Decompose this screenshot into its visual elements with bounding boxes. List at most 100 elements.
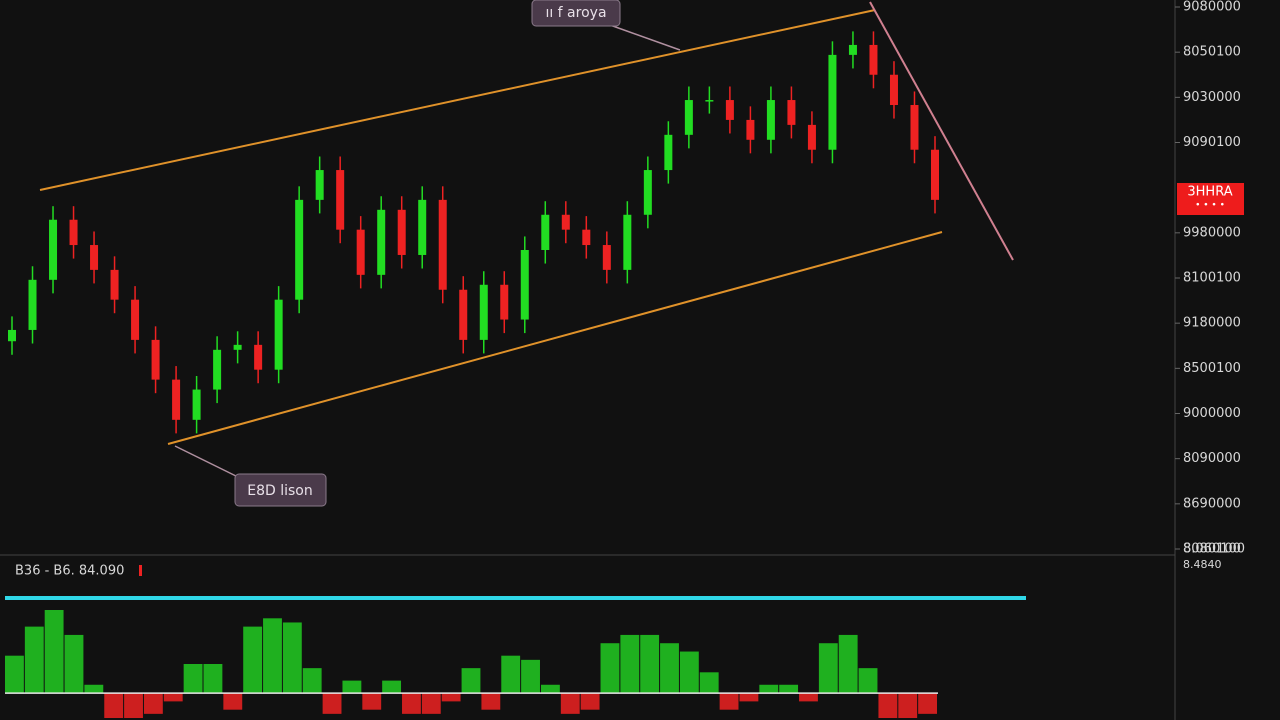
histogram-bar	[521, 659, 540, 694]
price-tag-sub: • • • •	[1195, 201, 1225, 211]
histogram-bar	[421, 693, 441, 714]
candle-body	[438, 199, 447, 290]
candle-body	[664, 134, 673, 171]
histogram-bar	[719, 693, 739, 710]
candle-body	[274, 299, 283, 370]
candle-body	[746, 119, 755, 140]
histogram-bar	[461, 668, 481, 694]
annotation-box	[531, 0, 621, 27]
channel-top	[39, 9, 876, 191]
histogram-bar	[580, 693, 600, 710]
histogram-bar	[660, 643, 679, 694]
panel-axis-label: 8.060100	[1183, 542, 1245, 557]
candle-body	[500, 284, 509, 320]
y-tick-label: 9090100	[1183, 135, 1241, 150]
candle-body	[254, 344, 263, 370]
histogram-bar	[163, 693, 183, 702]
y-tick-label: 8500100	[1183, 361, 1241, 376]
candle-body	[28, 279, 37, 330]
histogram-bar	[759, 684, 779, 694]
candle-body	[336, 170, 345, 230]
histogram-bar	[878, 693, 898, 718]
histogram-bar	[560, 693, 580, 714]
candle-body	[848, 44, 857, 55]
candle-body	[213, 349, 222, 390]
y-tick-label: 8100100	[1183, 271, 1241, 286]
histogram-bar	[64, 634, 84, 694]
annotation-box	[234, 473, 327, 507]
histogram-bar	[243, 626, 263, 694]
candle-body	[889, 74, 898, 106]
histogram-bar	[5, 655, 24, 694]
y-tick-label: 9980000	[1183, 225, 1241, 240]
histogram-bar	[84, 684, 104, 694]
histogram-bar	[699, 672, 719, 694]
histogram-bar	[620, 634, 640, 694]
histogram-bar	[838, 634, 858, 694]
histogram-bar	[143, 693, 163, 714]
candle-body	[623, 214, 632, 270]
candle-body	[233, 344, 242, 350]
candle-body	[49, 219, 58, 280]
candle-body	[828, 54, 837, 150]
indicator-title: B36 - B6. 84.090	[15, 564, 124, 579]
candle-body	[315, 170, 324, 200]
channel-bottom	[167, 231, 943, 445]
candle-body	[541, 214, 550, 250]
histogram-bar	[481, 693, 501, 710]
trend-line	[869, 1, 1014, 261]
histogram-bar	[540, 684, 560, 694]
candle-body	[110, 269, 119, 300]
histogram-bar	[818, 643, 838, 694]
y-tick-label: 8050100	[1183, 45, 1241, 60]
leader-line	[174, 445, 241, 479]
histogram-bar	[263, 618, 282, 694]
y-tick-label: 8080100	[1183, 542, 1241, 557]
candle-body	[479, 284, 488, 340]
histogram-bar	[223, 693, 243, 710]
histogram-bar	[24, 626, 44, 694]
candle-body	[295, 199, 304, 300]
annotation: ıı f aroya	[545, 5, 606, 21]
histogram-bar	[203, 664, 223, 694]
histogram-bar	[402, 693, 421, 714]
candle-body	[561, 214, 570, 230]
candle-body	[90, 245, 99, 270]
histogram-bar	[322, 693, 342, 714]
candle-body	[459, 289, 468, 340]
leader-line	[609, 24, 681, 51]
candle-body	[151, 339, 160, 380]
candle-body	[397, 209, 406, 255]
histogram-bar	[362, 693, 382, 710]
price-tag	[1177, 183, 1244, 215]
candle-body	[602, 245, 611, 270]
histogram-bar	[858, 668, 878, 694]
y-tick-label: 9030000	[1183, 90, 1241, 105]
candle-body	[643, 170, 652, 215]
annotation: E8D lison	[247, 483, 313, 499]
histogram-bar	[382, 680, 402, 694]
candle-body	[787, 100, 796, 125]
indicator-marker	[139, 565, 142, 576]
histogram-bar	[104, 693, 124, 718]
candle-body	[192, 389, 201, 420]
histogram-bar	[779, 684, 799, 694]
histogram-bar	[183, 664, 203, 694]
histogram-bar	[342, 680, 362, 694]
candle-body	[69, 219, 78, 246]
histogram-bar	[124, 693, 143, 718]
histogram-bar	[441, 693, 461, 702]
y-tick-label: 9000000	[1183, 406, 1241, 421]
candle-body	[172, 379, 181, 420]
candle-body	[807, 124, 816, 150]
histogram-bar	[44, 610, 64, 694]
histogram-bar	[918, 693, 937, 714]
candle-body	[131, 299, 140, 340]
candle-body	[869, 44, 878, 75]
y-tick-label: 9180000	[1183, 316, 1241, 331]
candle-body	[931, 149, 939, 200]
candle-body	[725, 100, 734, 120]
candle-body	[582, 229, 591, 246]
